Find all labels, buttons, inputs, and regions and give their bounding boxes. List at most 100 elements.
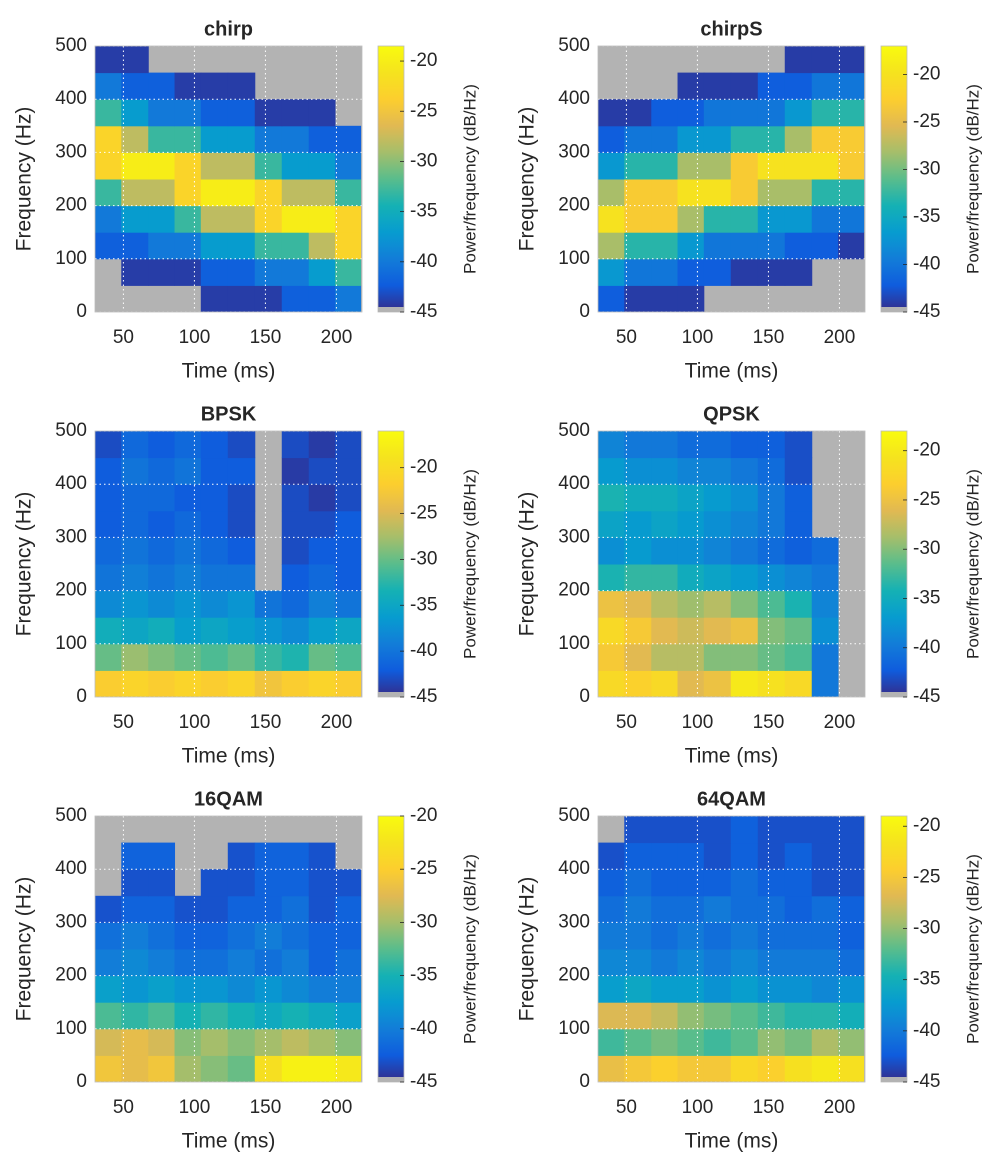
heatmap-cell — [121, 590, 149, 618]
heatmap-cell — [784, 232, 813, 260]
heatmap-cell — [624, 285, 652, 312]
heatmap-cell — [335, 125, 362, 153]
heatmap-cell — [227, 285, 256, 312]
heatmap-cell — [200, 125, 229, 153]
heatmap-cell — [95, 431, 122, 459]
y-tick-label: 500 — [55, 420, 87, 441]
y-axis-label: Frequency (Hz) — [516, 492, 539, 637]
heatmap-cell — [651, 125, 679, 153]
heatmap-cell — [677, 125, 705, 153]
heatmap-cell — [730, 1028, 759, 1056]
heatmap-cell — [174, 205, 202, 233]
heatmap-cell — [148, 125, 176, 153]
y-tick-label: 0 — [76, 301, 87, 322]
heatmap-cell — [624, 922, 652, 950]
heatmap-cell — [281, 484, 310, 512]
heatmap-cell — [624, 484, 652, 512]
colorbar-label: Power/frequency (dB/Hz) — [460, 469, 479, 659]
heatmap-cell — [174, 232, 202, 260]
heatmap-cell — [703, 72, 732, 100]
chart-title: chirp — [204, 18, 253, 40]
heatmap-cell — [703, 1028, 732, 1056]
heatmap-cell — [227, 205, 256, 233]
heatmap-cell — [200, 670, 229, 697]
x-tick-label: 50 — [616, 712, 637, 733]
heatmap-cell — [254, 1002, 283, 1030]
heatmap-cell — [757, 670, 786, 697]
colorbar-null-swatch — [378, 307, 404, 312]
heatmap-cell — [308, 431, 336, 459]
heatmap-cell — [95, 179, 122, 207]
heatmap-cell — [784, 895, 813, 923]
heatmap-cell — [281, 431, 310, 459]
heatmap-cell — [281, 590, 310, 618]
heatmap-cell — [174, 670, 202, 697]
heatmap-cell — [148, 564, 176, 592]
colorbar-tick-label: -25 — [913, 866, 940, 887]
heatmap-cell — [757, 125, 786, 153]
heatmap-cell — [308, 205, 336, 233]
colorbar-tick-label: -30 — [410, 911, 437, 932]
heatmap-cell — [598, 1055, 625, 1082]
heatmap-cell — [148, 643, 176, 671]
chart-title: chirpS — [700, 18, 762, 40]
heatmap-cell — [598, 949, 625, 977]
heatmap-cell — [757, 643, 786, 671]
heatmap-cell — [811, 46, 839, 74]
heatmap-cell — [598, 285, 625, 312]
heatmap-cell — [651, 643, 679, 671]
heatmap-cell — [730, 457, 759, 485]
heatmap-cell — [651, 484, 679, 512]
heatmap-cell — [308, 922, 336, 950]
heatmap-cell — [624, 617, 652, 645]
heatmap-cell — [308, 842, 336, 870]
heatmap-cell — [757, 205, 786, 233]
heatmap-cell — [651, 564, 679, 592]
heatmap-cell — [308, 975, 336, 1003]
heatmap-cell — [811, 1055, 839, 1082]
heatmap-cell — [624, 816, 652, 844]
heatmap-cell — [95, 99, 122, 127]
heatmap-cell — [730, 72, 759, 100]
heatmap-cell — [254, 285, 283, 312]
heatmap-cell — [730, 484, 759, 512]
heatmap-cell — [703, 922, 732, 950]
heatmap-cell — [811, 590, 839, 618]
heatmap-cell — [730, 643, 759, 671]
heatmap-cell — [200, 922, 229, 950]
heatmap-cell — [227, 537, 256, 565]
heatmap-cell — [95, 72, 122, 100]
heatmap-cell — [148, 895, 176, 923]
heatmap-cell — [838, 842, 865, 870]
heatmap-cell — [838, 46, 865, 74]
heatmap-cell — [308, 484, 336, 512]
y-tick-label: 100 — [558, 248, 590, 269]
heatmap-cell — [703, 431, 732, 459]
heatmap-cell — [227, 1002, 256, 1030]
heatmap-cell — [254, 842, 283, 870]
heatmap-cell — [784, 46, 813, 74]
heatmap-cell — [838, 1028, 865, 1056]
heatmap-cell — [200, 258, 229, 286]
heatmap-cell — [598, 258, 625, 286]
heatmap-cell — [703, 179, 732, 207]
heatmap-cell — [677, 949, 705, 977]
heatmap-cell — [757, 975, 786, 1003]
heatmap-cell — [703, 842, 732, 870]
heatmap-cell — [811, 617, 839, 645]
heatmap-cell — [95, 975, 122, 1003]
x-tick-label: 150 — [250, 1097, 282, 1118]
heatmap-cell — [121, 258, 149, 286]
heatmap-cell — [200, 537, 229, 565]
heatmap-cell — [95, 457, 122, 485]
heatmap-cell — [677, 152, 705, 180]
axes-frame — [597, 430, 866, 698]
colorbar-label: Power/frequency (dB/Hz) — [963, 84, 982, 274]
heatmap-cell — [174, 125, 202, 153]
heatmap-cell — [148, 484, 176, 512]
axes-frame — [94, 815, 363, 1083]
y-tick-label: 0 — [76, 1071, 87, 1092]
heatmap-cell — [784, 258, 813, 286]
colorbar-tick-label: -40 — [410, 640, 437, 661]
heatmap-cell — [95, 895, 122, 923]
